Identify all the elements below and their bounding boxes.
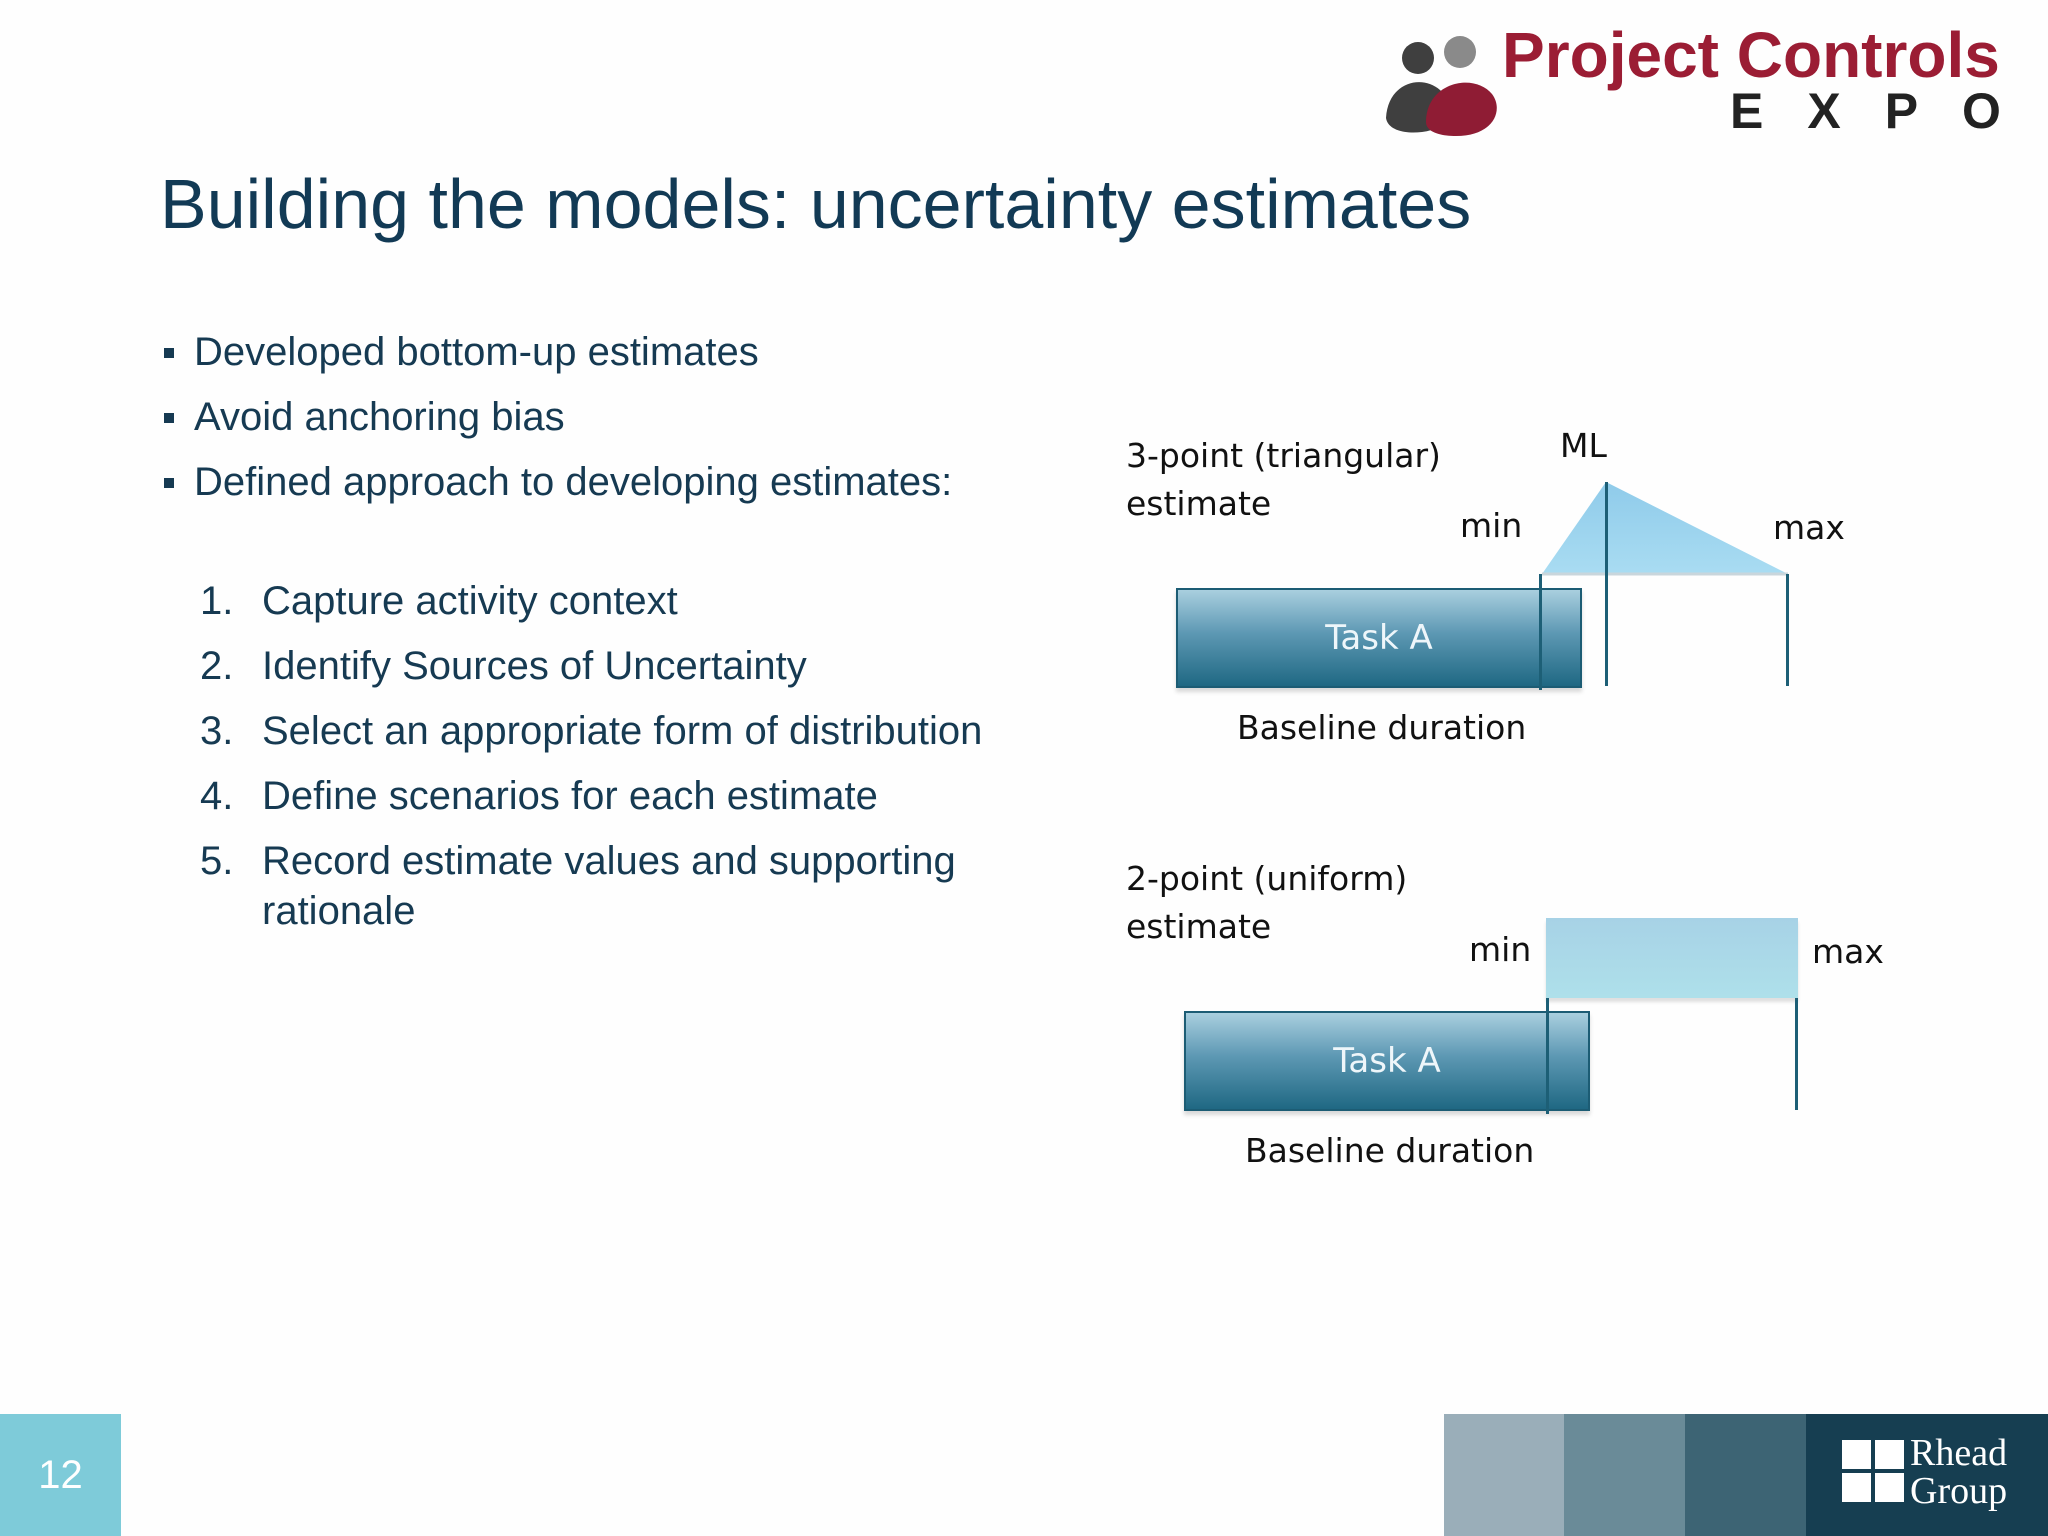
bullet-item: Avoid anchoring bias: [160, 385, 952, 450]
uniform-max-label: max: [1812, 932, 1884, 971]
rhead-group-logo-icon: [1842, 1440, 1904, 1502]
bullet-item: Developed bottom-up estimates: [160, 320, 952, 385]
task-a-bar-uniform: Task A: [1184, 1011, 1590, 1111]
triangular-min-line: [1539, 574, 1542, 690]
step-text: Select an appropriate form of distributi…: [262, 709, 983, 753]
triangular-ml-line: [1605, 482, 1608, 686]
uniform-min-line: [1546, 998, 1549, 1114]
step-text: Identify Sources of Uncertainty: [262, 644, 807, 688]
triangular-min-label: min: [1460, 506, 1523, 545]
bullet-text: Defined approach to developing estimates…: [194, 460, 953, 504]
step-item: 3. Select an appropriate form of distribu…: [196, 706, 1036, 756]
triangular-baseline-label: Baseline duration: [1237, 708, 1527, 747]
footer-block-1: [1444, 1414, 1564, 1536]
bullet-square-icon: [164, 413, 174, 423]
step-item: 2. Identify Sources of Uncertainty: [196, 641, 1036, 691]
footer-block-3: [1685, 1414, 1806, 1536]
bullet-text: Developed bottom-up estimates: [194, 330, 759, 374]
bullet-list: Developed bottom-up estimates Avoid anch…: [160, 320, 952, 515]
step-number: 3.: [200, 709, 234, 753]
slide-title: Building the models: uncertainty estimat…: [160, 165, 1472, 243]
uniform-estimate-label: 2-point (uniform) estimate: [1126, 859, 1408, 946]
uniform-min-label: min: [1469, 930, 1532, 969]
step-number: 5.: [200, 839, 234, 883]
step-number: 1.: [200, 579, 234, 623]
uniform-max-line: [1795, 998, 1798, 1110]
task-a-bar-triangular: Task A: [1176, 588, 1582, 688]
triangular-distribution-shape: [1542, 482, 1788, 576]
uniform-baseline-label: Baseline duration: [1245, 1131, 1535, 1170]
triangular-max-label: max: [1773, 508, 1845, 547]
step-item: 5. Record estimate values and supporting …: [196, 836, 1036, 936]
logo-people-icon: [1386, 36, 1497, 136]
step-number: 4.: [200, 774, 234, 818]
logo-subtitle: EXPO: [1730, 83, 2045, 139]
ml-label: ML: [1560, 426, 1607, 465]
step-text: Record estimate values and supporting ra…: [262, 839, 956, 933]
logo-title: Project Controls: [1502, 19, 2000, 91]
triangular-estimate-label: 3-point (triangular) estimate: [1126, 436, 1441, 523]
step-text: Define scenarios for each estimate: [262, 774, 878, 818]
bullet-text: Avoid anchoring bias: [194, 395, 565, 439]
bullet-square-icon: [164, 348, 174, 358]
step-number: 2.: [200, 644, 234, 688]
rhead-group-brand: Rhead Group: [1910, 1432, 2008, 1512]
page-number: 12: [0, 1414, 121, 1536]
step-item: 1. Capture activity context: [196, 576, 1036, 626]
steps-list: 1. Capture activity context 2. Identify So…: [196, 576, 1036, 951]
uniform-distribution-shape: [1546, 918, 1798, 998]
triangular-max-line: [1786, 574, 1789, 686]
step-text: Capture activity context: [262, 579, 678, 623]
step-item: 4. Define scenarios for each estimate: [196, 771, 1036, 821]
bullet-item: Defined approach to developing estimates…: [160, 450, 952, 515]
bullet-square-icon: [164, 478, 174, 488]
footer-block-2: [1564, 1414, 1685, 1536]
